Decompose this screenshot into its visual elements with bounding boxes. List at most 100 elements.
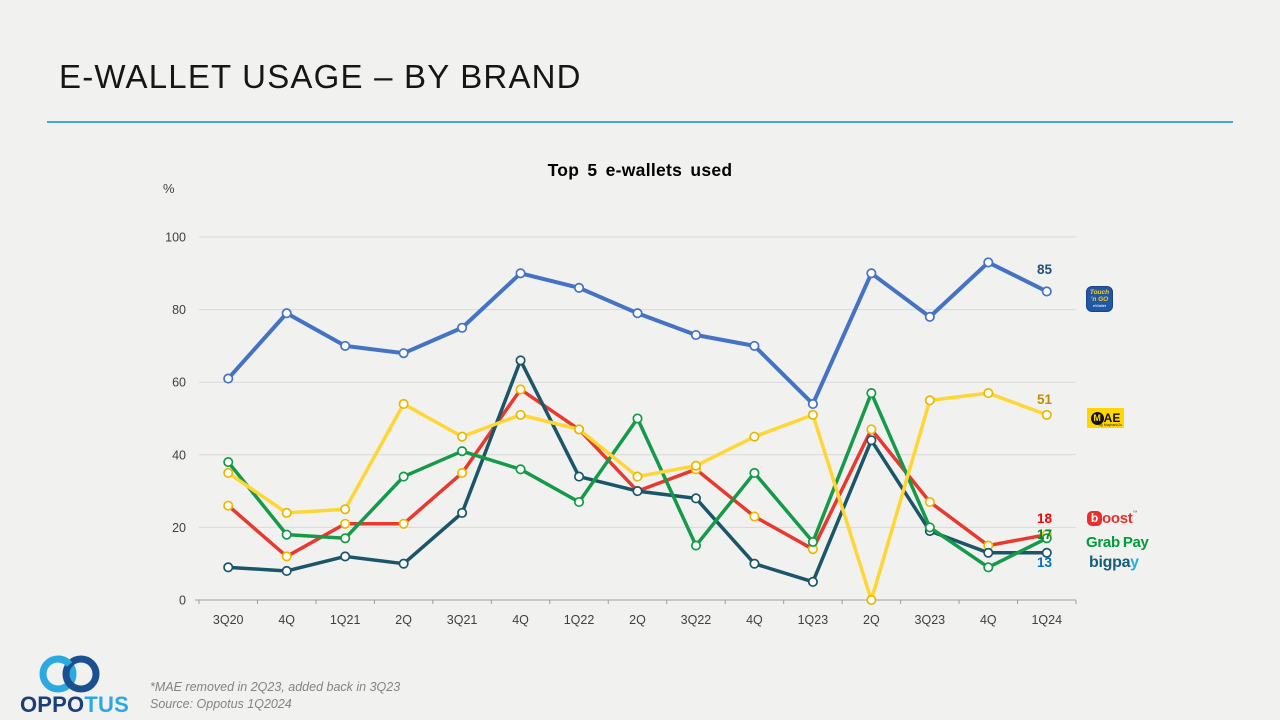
series-marker	[690, 493, 702, 504]
x-tick-label: 2Q	[863, 613, 880, 627]
series-line-touch-n-go-ewallet	[226, 260, 1049, 406]
y-tick-label: 60	[172, 376, 186, 390]
series-marker	[573, 471, 585, 482]
x-tick-label: 3Q23	[915, 613, 946, 627]
y-tick-label: 0	[179, 594, 186, 608]
series-marker	[398, 398, 409, 410]
series-marker	[983, 388, 994, 399]
series-marker	[924, 395, 935, 406]
x-tick-label: 4Q	[278, 613, 295, 627]
legend-boost-logo: b oost ™	[1087, 510, 1137, 527]
x-tick-label: 1Q24	[1031, 613, 1062, 627]
legend-mae-logo: M AE by Maybank2u	[1087, 408, 1124, 428]
series-marker	[749, 431, 760, 442]
series-marker	[515, 355, 526, 366]
series-marker	[340, 340, 351, 351]
series-marker	[924, 522, 935, 533]
tng-logo-text: Touch	[1089, 289, 1110, 296]
series-marker	[340, 504, 351, 515]
series-marker	[866, 435, 877, 446]
y-tick-label: 80	[172, 303, 186, 317]
series-marker	[807, 409, 818, 420]
series-marker	[573, 424, 585, 435]
series-marker	[573, 496, 585, 508]
mae-logo-text: AE	[1103, 411, 1121, 425]
series-marker	[924, 311, 935, 322]
series-marker	[1041, 286, 1052, 297]
grabpay-logo-text2: Pay	[1122, 533, 1149, 551]
series-marker	[749, 558, 760, 569]
legend-grabpay-logo: Grab Pay	[1086, 533, 1149, 551]
boost-b-icon: b	[1087, 510, 1102, 526]
x-tick-label: 3Q21	[447, 613, 478, 627]
tng-logo-text2: 'n GO	[1090, 295, 1109, 303]
x-tick-label: 4Q	[746, 613, 763, 627]
y-tick-label: 20	[172, 521, 186, 535]
oppotus-logo-icon	[39, 655, 100, 693]
series-marker	[749, 511, 760, 522]
bigpay-logo-text2: y	[1130, 553, 1139, 571]
series-marker	[457, 467, 468, 478]
footnote-mae: *MAE removed in 2Q23, added back in 3Q23	[150, 680, 401, 694]
series-marker	[223, 500, 234, 511]
page-title: E-WALLET USAGE – BY BRAND	[59, 58, 582, 95]
bigpay-logo-text1: bigpa	[1089, 553, 1131, 571]
x-tick-label: 3Q20	[213, 613, 244, 627]
series-marker	[866, 594, 877, 606]
legend-touch-n-go-logo: Touch 'n GO eWallet	[1086, 286, 1113, 312]
title-underline	[47, 121, 1233, 123]
series-marker	[924, 496, 935, 508]
series-marker	[223, 562, 234, 573]
tng-logo-subtext: eWallet	[1092, 303, 1107, 308]
grabpay-logo-text1: Grab	[1086, 533, 1120, 551]
series-marker	[281, 529, 292, 540]
series-marker	[690, 460, 702, 471]
series-marker	[281, 551, 292, 562]
series-marker	[866, 268, 877, 279]
series-marker	[457, 431, 468, 442]
x-tick-label: 3Q22	[681, 613, 712, 627]
series-marker	[1041, 409, 1052, 420]
series-end-value-label: 13	[1037, 555, 1053, 570]
series-end-value-label: 51	[1037, 392, 1053, 407]
series-marker	[983, 547, 994, 558]
series-end-value-label: 18	[1037, 511, 1053, 526]
series-marker	[866, 424, 877, 435]
x-tick-label: 1Q22	[564, 613, 595, 627]
series-marker	[340, 551, 351, 562]
x-tick-label: 4Q	[980, 613, 997, 627]
oppotus-logo-text: OPPOTUS	[20, 692, 129, 718]
y-axis-unit-label: %	[163, 181, 175, 196]
chart-title: Top 5 e-wallets used	[547, 160, 733, 180]
series-marker	[983, 562, 994, 573]
x-tick-label: 4Q	[512, 613, 529, 627]
series-marker	[749, 340, 760, 351]
series-line-bigpay	[226, 358, 1049, 584]
series-marker	[632, 486, 643, 497]
legend-bigpay-logo: bigpa y	[1089, 553, 1139, 571]
mae-m-icon: M	[1090, 411, 1104, 425]
series-marker	[281, 507, 292, 518]
series-marker	[690, 329, 702, 341]
series-marker	[398, 471, 409, 482]
series-marker	[632, 471, 643, 482]
series-marker	[573, 282, 585, 293]
series-marker	[866, 388, 877, 399]
series-marker	[340, 518, 351, 529]
series-marker	[690, 540, 702, 551]
series-marker	[457, 446, 468, 457]
series-marker	[281, 565, 292, 577]
series-marker	[398, 348, 409, 359]
y-tick-label: 40	[172, 448, 186, 462]
oppotus-text-secondary: TUS	[84, 692, 129, 717]
series-marker	[983, 257, 994, 268]
series-marker	[1041, 533, 1052, 544]
y-tick-label: 100	[165, 231, 186, 245]
footnote-source: Source: Oppotus 1Q2024	[150, 697, 292, 711]
series-end-value-label: 17	[1037, 527, 1052, 542]
mae-logo-subtext: by Maybank2u	[1099, 422, 1122, 427]
x-tick-label: 1Q23	[798, 613, 829, 627]
series-marker	[807, 576, 818, 587]
